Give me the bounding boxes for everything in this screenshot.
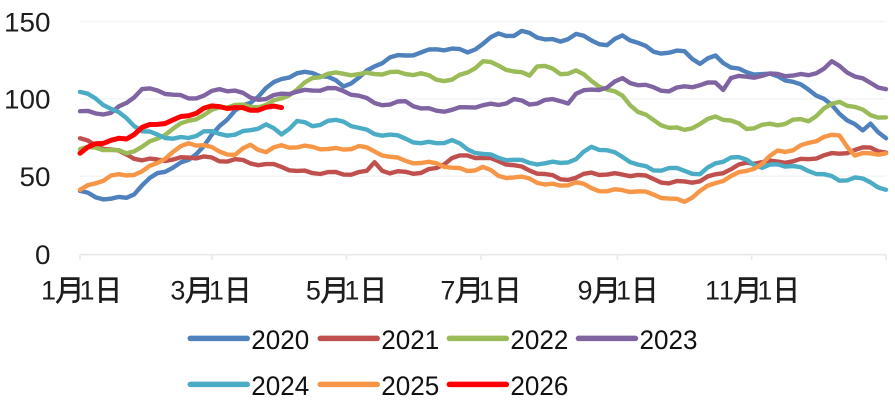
svg-text:2025: 2025: [381, 371, 439, 401]
svg-text:50: 50: [20, 162, 51, 192]
svg-text:1: 1: [719, 275, 734, 305]
svg-text:1: 1: [616, 275, 631, 305]
svg-text:2024: 2024: [251, 371, 309, 401]
svg-text:1: 1: [209, 275, 224, 305]
svg-text:5: 5: [306, 275, 321, 305]
svg-text:100: 100: [4, 85, 51, 115]
svg-text:0: 0: [35, 240, 51, 270]
svg-text:150: 150: [4, 7, 51, 37]
svg-text:2026: 2026: [510, 371, 568, 401]
svg-text:1: 1: [41, 275, 56, 305]
svg-text:1: 1: [757, 275, 772, 305]
svg-text:7: 7: [440, 275, 455, 305]
svg-text:9: 9: [577, 275, 592, 305]
svg-text:3: 3: [170, 275, 185, 305]
svg-text:2022: 2022: [510, 325, 568, 355]
svg-text:1: 1: [705, 275, 720, 305]
svg-text:2020: 2020: [251, 325, 309, 355]
svg-text:1: 1: [79, 275, 94, 305]
svg-text:2023: 2023: [640, 325, 698, 355]
svg-text:2021: 2021: [381, 325, 439, 355]
svg-text:1: 1: [479, 275, 494, 305]
svg-text:1: 1: [344, 275, 359, 305]
